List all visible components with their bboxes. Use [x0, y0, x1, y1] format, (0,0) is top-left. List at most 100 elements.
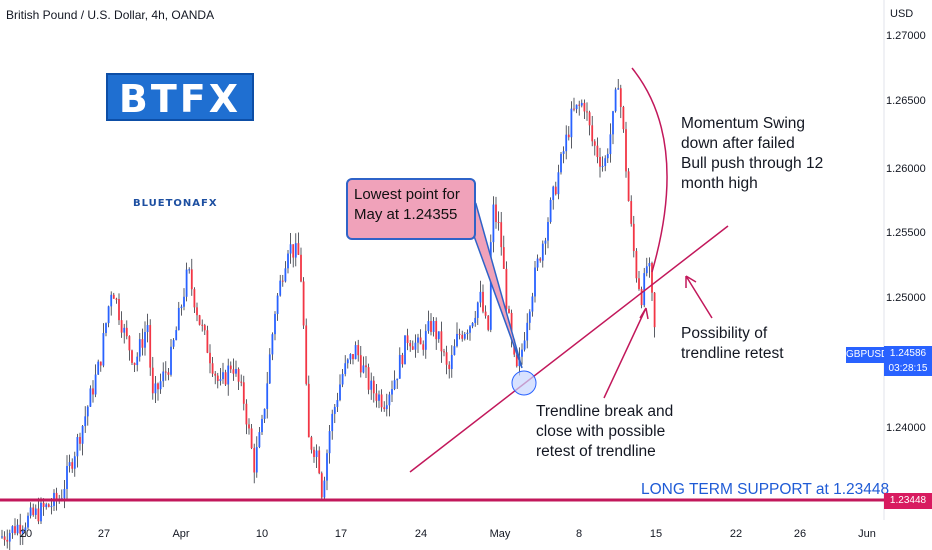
- breakdown-note: Trendline break and close with possible …: [536, 403, 674, 460]
- candle-up: [476, 302, 479, 318]
- candle-up: [170, 346, 172, 375]
- x-tick-label: 20: [19, 528, 33, 540]
- candle-up: [76, 437, 79, 457]
- candle-down: [430, 321, 432, 332]
- candle-down: [125, 327, 128, 337]
- momentum-note: Momentum Swing down after failed Bull pu…: [681, 115, 824, 192]
- candle-up: [89, 388, 92, 407]
- candle-down: [365, 365, 367, 368]
- candle-up: [541, 243, 544, 261]
- candle-up: [323, 480, 326, 498]
- candle-up: [136, 356, 139, 366]
- arrow-retest: [685, 275, 713, 319]
- candle-down: [3, 536, 6, 540]
- candle-down: [167, 372, 170, 375]
- candle-up: [346, 359, 349, 364]
- candle-up: [24, 527, 27, 531]
- candle-up: [289, 244, 292, 254]
- candle-up: [617, 88, 620, 90]
- candle-down: [297, 243, 300, 255]
- x-tick-label: 17: [334, 528, 348, 540]
- candle-up: [612, 111, 614, 135]
- candle-down: [495, 204, 497, 223]
- x-tick-label: 10: [255, 528, 269, 540]
- bluetonafx-brand: BLUETONAFX: [133, 198, 218, 209]
- candle-up: [255, 447, 258, 473]
- candles-group: [1, 78, 656, 550]
- candle-up: [159, 381, 162, 390]
- candle-up: [606, 154, 609, 159]
- candle-down: [419, 337, 422, 345]
- candle-up: [523, 340, 526, 350]
- candle-down: [411, 346, 414, 350]
- last-price-tag: 1.24586 03:28:15: [884, 346, 932, 376]
- candle-down: [120, 320, 123, 333]
- candle-up: [580, 102, 583, 106]
- candle-down: [593, 141, 596, 146]
- candle-up: [562, 151, 565, 154]
- candle-up: [609, 134, 612, 155]
- candle-up: [279, 280, 282, 296]
- x-tick-label: May: [489, 528, 511, 540]
- arrow-breakdown: [603, 307, 649, 399]
- candle-up: [604, 158, 607, 166]
- candle-up: [102, 333, 105, 366]
- candle-down: [599, 157, 601, 167]
- candle-down: [253, 448, 256, 473]
- candle-down: [422, 344, 425, 350]
- candle-down: [359, 355, 362, 373]
- candle-up: [172, 340, 175, 347]
- candle-down: [510, 312, 513, 340]
- candle-down: [190, 269, 193, 290]
- candle-down: [305, 325, 308, 384]
- candle-down: [133, 362, 136, 366]
- candle-up: [94, 374, 97, 395]
- candle-down: [302, 281, 305, 326]
- candle-up: [456, 333, 458, 347]
- candle-down: [635, 251, 638, 279]
- currency-label: USD: [890, 8, 914, 20]
- candle-down: [651, 263, 653, 293]
- candle-down: [573, 108, 575, 110]
- candle-down: [586, 111, 588, 113]
- candle-up: [492, 204, 495, 243]
- candle-up: [73, 456, 76, 469]
- candle-down: [42, 502, 45, 508]
- bar-countdown: 03:28:15: [888, 363, 928, 374]
- candle-down: [383, 407, 386, 410]
- candle-down: [214, 373, 217, 376]
- candle-up: [544, 240, 547, 244]
- candle-up: [68, 462, 71, 467]
- candle-up: [107, 306, 110, 324]
- candle-up: [222, 372, 224, 380]
- candle-down: [320, 473, 323, 498]
- candle-down: [497, 222, 500, 224]
- candle-down: [461, 334, 464, 339]
- candle-down: [292, 244, 295, 258]
- candle-up: [385, 405, 388, 410]
- candle-up: [349, 354, 352, 360]
- btfx-logo: BTFX: [106, 73, 254, 121]
- candle-up: [328, 431, 331, 454]
- candle-down: [250, 428, 253, 449]
- candle-up: [521, 349, 523, 357]
- candle-down: [224, 372, 227, 385]
- candle-down: [211, 363, 214, 374]
- candle-up: [27, 515, 29, 528]
- candle-up: [549, 199, 552, 222]
- candle-up: [326, 453, 328, 481]
- candle-down: [619, 88, 622, 107]
- retest-note: Possibility of trendline retest: [681, 325, 784, 362]
- candle-down: [201, 324, 204, 326]
- candle-up: [81, 426, 84, 444]
- candle-up: [183, 296, 185, 307]
- candle-up: [388, 394, 391, 406]
- candle-up: [648, 263, 651, 267]
- candle-down: [245, 403, 248, 425]
- candle-down: [632, 223, 635, 252]
- candle-down: [198, 315, 201, 325]
- candle-up: [643, 273, 646, 306]
- candle-down: [401, 354, 404, 365]
- candle-up: [601, 165, 604, 167]
- candle-down: [193, 289, 196, 308]
